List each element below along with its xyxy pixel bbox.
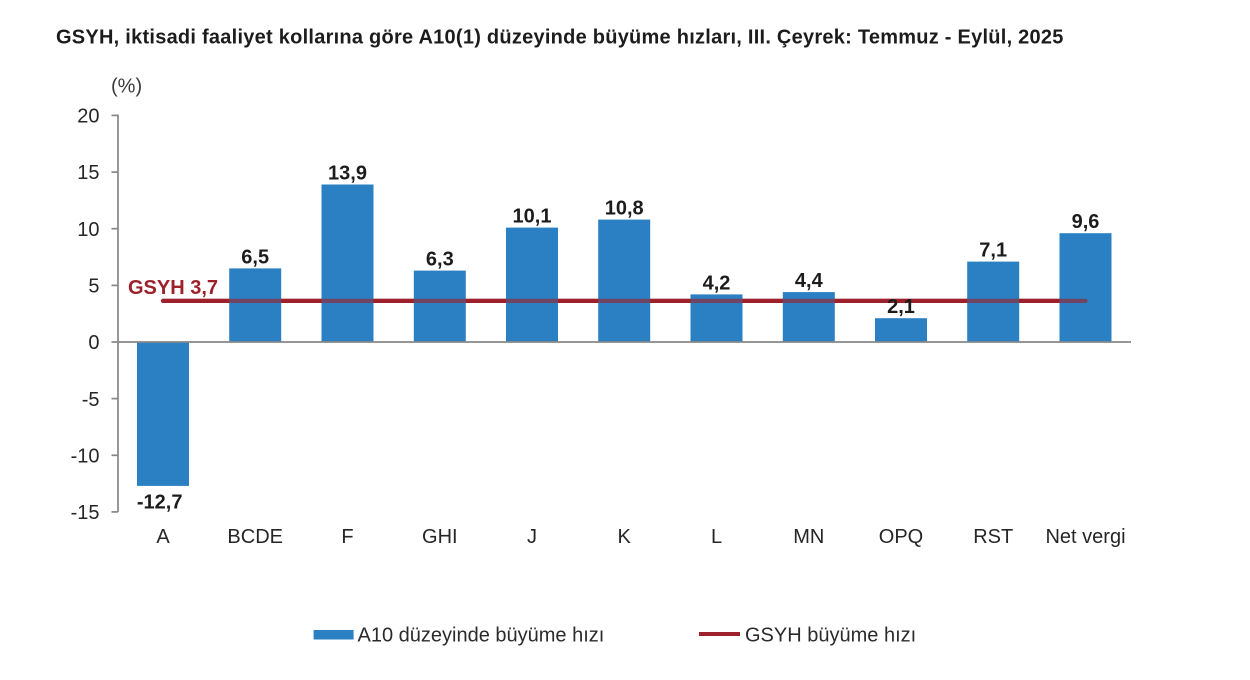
svg-text:GSYH, iktisadi faaliyet kollar: GSYH, iktisadi faaliyet kollarına göre A…	[56, 27, 1064, 49]
svg-text:Net vergi: Net vergi	[1045, 526, 1125, 548]
svg-text:J: J	[527, 526, 537, 548]
svg-text:MN: MN	[793, 526, 824, 548]
svg-text:4,4: 4,4	[795, 270, 824, 292]
svg-text:K: K	[618, 526, 632, 548]
svg-text:L: L	[711, 526, 722, 548]
svg-text:6,5: 6,5	[241, 246, 269, 268]
svg-text:F: F	[341, 526, 353, 548]
svg-text:13,9: 13,9	[328, 163, 367, 185]
svg-text:4,2: 4,2	[703, 272, 731, 294]
svg-text:-15: -15	[71, 502, 100, 524]
svg-text:20: 20	[77, 106, 99, 128]
svg-text:GSYH 3,7: GSYH 3,7	[128, 277, 218, 299]
svg-text:-10: -10	[71, 446, 100, 468]
svg-text:-12,7: -12,7	[137, 491, 183, 513]
svg-text:GSYH büyüme hızı: GSYH büyüme hızı	[745, 625, 916, 647]
svg-text:-5: -5	[82, 389, 100, 411]
svg-text:A10 düzeyinde büyüme hızı: A10 düzeyinde büyüme hızı	[358, 625, 605, 647]
svg-text:5: 5	[88, 276, 99, 298]
svg-text:(%): (%)	[111, 76, 142, 98]
svg-text:9,6: 9,6	[1072, 211, 1100, 233]
svg-text:10,1: 10,1	[513, 206, 552, 228]
svg-text:BCDE: BCDE	[227, 526, 283, 548]
svg-text:6,3: 6,3	[426, 249, 454, 271]
svg-text:OPQ: OPQ	[879, 526, 923, 548]
svg-text:10,8: 10,8	[605, 198, 644, 220]
svg-text:2,1: 2,1	[887, 296, 915, 318]
svg-text:A: A	[156, 526, 170, 548]
svg-text:15: 15	[77, 162, 99, 184]
svg-text:GHI: GHI	[422, 526, 458, 548]
svg-text:0: 0	[88, 332, 99, 354]
svg-text:10: 10	[77, 219, 99, 241]
svg-text:7,1: 7,1	[979, 240, 1007, 262]
svg-text:RST: RST	[973, 526, 1013, 548]
